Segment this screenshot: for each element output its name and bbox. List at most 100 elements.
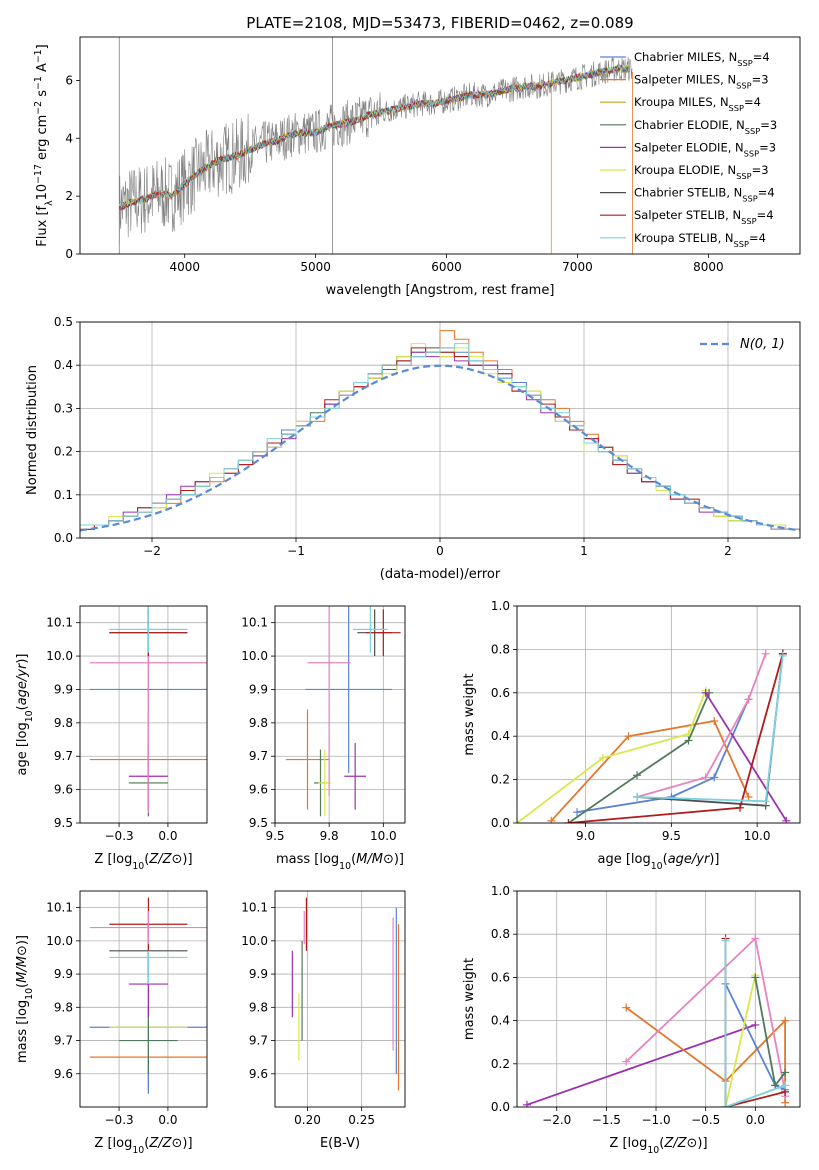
- weight-line: [636, 653, 767, 798]
- y-axis-label: mass weight: [462, 673, 477, 755]
- legend-label: Kroupa STELIB, NSSP=4: [634, 231, 766, 249]
- x-axis-label: mass [log10(M/M⊙)]: [276, 852, 404, 872]
- y-tick-label: 0.4: [54, 358, 73, 372]
- weight-line: [576, 698, 750, 813]
- y-tick-label: 1.0: [491, 884, 510, 898]
- legend-label: N(0, 1): [740, 337, 785, 352]
- plot-area-age-vs-Z: [89, 606, 207, 817]
- x-tick-label: 4000: [169, 260, 200, 274]
- y-tick-label: 0.5: [54, 315, 73, 329]
- x-tick-label: 9.5: [662, 829, 681, 843]
- y-tick-label: 10.1: [241, 616, 268, 630]
- axes-frame: [516, 605, 801, 824]
- gaussian-curve: [80, 364, 800, 532]
- y-tick-label: 9.9: [54, 967, 73, 981]
- plot-area-age-vs-mass: [285, 606, 401, 817]
- y-tick-label: 9.6: [54, 783, 73, 797]
- x-tick-label: 0: [436, 544, 444, 558]
- plot-area-weight-vs-age: [517, 649, 791, 823]
- y-tick-label: 0.2: [491, 1057, 510, 1071]
- panel-mass-vs-Z: −0.3 0.0 9.6 9.7 9.8 9.9 10.0 10.1 Z [log10(Z/Z⊙…: [15, 890, 208, 1156]
- y-tick-label: 9.9: [249, 967, 268, 981]
- legend-label: Kroupa MILES, NSSP=4: [634, 95, 761, 113]
- y-tick-label: 9.9: [54, 682, 73, 696]
- model-line: [118, 64, 630, 211]
- y-tick-label: 10.0: [241, 649, 268, 663]
- x-tick-label: 1: [580, 544, 588, 558]
- y-tick-label: 0.2: [54, 445, 73, 459]
- y-tick-label: 10.0: [46, 934, 73, 948]
- y-axis-label: mass weight: [462, 958, 477, 1040]
- model-line: [118, 63, 630, 211]
- y-tick-label: 0.8: [491, 927, 510, 941]
- weight-line: [704, 692, 788, 822]
- x-tick-label: −0.3: [105, 829, 134, 843]
- x-tick-label: 9.0: [576, 829, 595, 843]
- plot-area-mass-vs-Z: [89, 897, 207, 1094]
- y-tick-label: 10.0: [46, 649, 73, 663]
- y-tick-label: 9.8: [54, 716, 73, 730]
- axes-frame: [274, 605, 406, 824]
- x-axis-label: Z [log10(Z/Z⊙)]: [609, 1136, 707, 1156]
- axes-frame: [79, 890, 208, 1108]
- plot-area-mass-vs-EBV: [291, 897, 400, 1091]
- legend-label: Chabrier ELODIE, NSSP=3: [634, 118, 777, 136]
- x-tick-label: 2: [724, 544, 732, 558]
- axes-frame: [79, 321, 801, 539]
- x-axis-label: Z [log10(Z/Z⊙)]: [94, 852, 192, 872]
- y-tick-label: 4: [65, 131, 73, 145]
- x-tick-label: −2.0: [542, 1113, 571, 1127]
- y-tick-label: 6: [65, 73, 73, 87]
- y-axis-label: Flux [fλ10−17 erg cm−2 s−1 A−1]: [33, 44, 55, 246]
- y-tick-label: 0: [65, 247, 73, 261]
- y-tick-label: 0.2: [491, 773, 510, 787]
- axes-frame: [516, 890, 801, 1108]
- x-axis-label: E(B-V): [320, 1136, 360, 1151]
- y-tick-label: 9.5: [54, 816, 73, 830]
- y-tick-label: 9.7: [249, 749, 268, 763]
- x-tick-label: −0.3: [105, 1113, 134, 1127]
- y-tick-label: 9.8: [249, 716, 268, 730]
- x-tick-label: −1.0: [641, 1113, 670, 1127]
- y-axis-label: mass [log10(M/M⊙)]: [15, 935, 35, 1063]
- legend: Chabrier MILES, NSSP=4 Salpeter MILES, NS…: [600, 50, 777, 249]
- legend-label: Salpeter MILES, NSSP=3: [634, 73, 769, 91]
- weight-line: [517, 690, 707, 823]
- axes-frame: [79, 36, 801, 255]
- y-tick-label: 9.7: [249, 1034, 268, 1048]
- plot-area-spectrum: [118, 37, 633, 254]
- axes-frame: [274, 890, 406, 1108]
- x-tick-label: 10.0: [370, 829, 397, 843]
- y-tick-label: 2: [65, 189, 73, 203]
- y-tick-label: 0.4: [491, 729, 510, 743]
- model-line: [118, 63, 630, 209]
- x-axis-label: Z [log10(Z/Z⊙)]: [94, 1136, 192, 1156]
- legend-label: Chabrier MILES, NSSP=4: [634, 50, 770, 68]
- x-tick-label: 9.8: [320, 829, 339, 843]
- x-tick-label: 7000: [562, 260, 593, 274]
- plot-area-residuals: [80, 330, 800, 532]
- y-tick-label: 10.1: [46, 616, 73, 630]
- x-axis-label: wavelength [Angstrom, rest frame]: [326, 283, 555, 298]
- x-axis-label: age [log10(age/yr)]: [597, 852, 719, 872]
- y-tick-label: 0.3: [54, 401, 73, 415]
- x-tick-label: 0.0: [746, 1113, 765, 1127]
- weight-line: [625, 1006, 786, 1103]
- y-axis-label: Normed distribution: [25, 365, 40, 495]
- x-tick-label: 0.20: [294, 1113, 321, 1127]
- x-tick-label: −0.5: [691, 1113, 720, 1127]
- legend-label: Kroupa ELODIE, NSSP=3: [634, 163, 769, 181]
- x-tick-label: 9.5: [265, 829, 284, 843]
- y-tick-label: 10.1: [241, 901, 268, 915]
- y-tick-label: 10.0: [241, 934, 268, 948]
- y-tick-label: 9.9: [249, 682, 268, 696]
- y-tick-label: 9.8: [54, 1000, 73, 1014]
- figure-title: PLATE=2108, MJD=53473, FIBERID=0462, z=0…: [246, 14, 633, 32]
- histogram-step: [80, 343, 800, 530]
- x-tick-label: 5000: [300, 260, 331, 274]
- x-tick-label: 6000: [431, 260, 462, 274]
- y-tick-label: 0.0: [491, 816, 510, 830]
- y-axis-label: age [log10(age/yr)]: [15, 653, 35, 775]
- y-tick-label: 0.6: [491, 970, 510, 984]
